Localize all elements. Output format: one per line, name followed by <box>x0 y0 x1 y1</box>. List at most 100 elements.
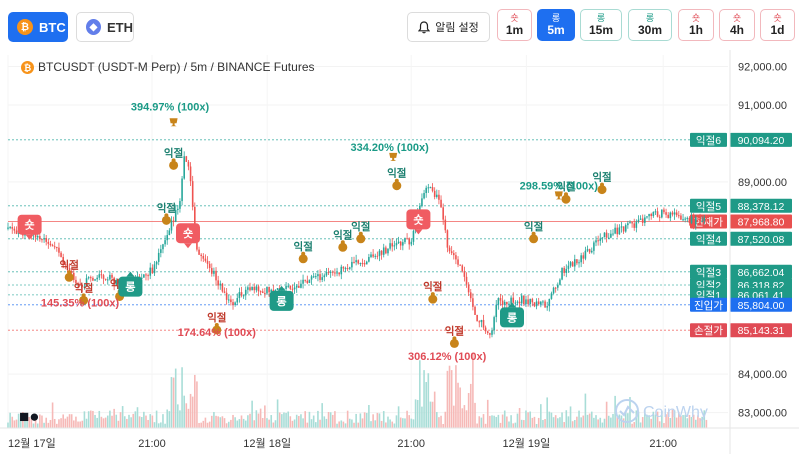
volume-bar <box>306 422 309 428</box>
coin-eth-button[interactable]: ◆ ETH <box>76 12 134 42</box>
candle-body <box>115 280 118 285</box>
volume-bar <box>234 417 236 428</box>
volume-bar <box>85 418 88 428</box>
volume-bar <box>334 411 336 428</box>
timeframe-4h-button[interactable]: 숏 4h <box>719 9 755 41</box>
volume-bar <box>489 415 491 428</box>
candle-body <box>573 259 576 267</box>
candle-body <box>467 284 470 293</box>
volume-bar <box>501 414 504 428</box>
volume-bar <box>155 410 158 428</box>
volume-bar <box>559 417 561 428</box>
volume-bar <box>26 415 28 428</box>
volume-bar <box>603 418 606 428</box>
volume-bar <box>92 410 94 428</box>
level-lines: 익절6 90,094.20 익절5 88,378.12 현재가 87,968.80 익절4 8… <box>8 132 792 338</box>
volume-bar <box>478 416 481 428</box>
candle-body <box>433 190 436 197</box>
volume-bar <box>7 422 9 428</box>
volume-bar <box>675 417 678 428</box>
candle-body <box>618 227 621 235</box>
volume-bar <box>484 423 487 428</box>
volume-bar <box>688 414 691 428</box>
candle-body <box>535 301 538 307</box>
volume-bar <box>514 422 517 428</box>
timeframe-5m-button[interactable]: 롱 5m <box>537 9 575 41</box>
candles <box>7 151 708 339</box>
volume-bar <box>631 423 633 428</box>
volume-bar <box>208 421 211 428</box>
volume-bar <box>652 411 655 428</box>
level-label: 손절가 <box>694 324 723 337</box>
coinwhy-logo-icon <box>619 405 635 417</box>
volume-bar <box>393 423 396 428</box>
level-tag <box>690 198 727 213</box>
volume-bar <box>554 415 557 428</box>
candle-body <box>503 301 506 305</box>
candle-body <box>654 211 657 213</box>
volume-bar <box>637 411 640 428</box>
candle-body <box>603 232 606 238</box>
candle-body <box>181 178 183 202</box>
take-profit-label: 익절 <box>445 324 464 337</box>
candle-body <box>627 223 629 226</box>
candle-body <box>444 219 447 231</box>
volume-bar <box>98 410 101 428</box>
volume-bar <box>160 422 162 428</box>
volume-bar <box>667 412 669 428</box>
candle-body <box>701 220 703 222</box>
alert-settings-button[interactable]: 알림 설정 <box>407 12 490 42</box>
candle-body <box>382 247 385 255</box>
volume-bar <box>442 423 444 428</box>
candle-body <box>378 250 381 256</box>
level-tag <box>690 132 727 147</box>
candle-body <box>523 295 525 305</box>
volume-bar <box>287 411 290 428</box>
candle-body <box>571 262 574 267</box>
volume-bar <box>571 421 574 428</box>
gain-annotation: 145.35% (100x) <box>41 297 120 309</box>
candle-body <box>421 198 423 207</box>
candle-body <box>323 275 326 278</box>
candle-body <box>633 223 636 228</box>
candle-body <box>442 207 444 220</box>
timeframe-15m-button[interactable]: 롱 15m <box>580 9 622 41</box>
coin-btc-button[interactable]: ₿ BTC <box>8 12 68 42</box>
candle-body <box>96 277 98 280</box>
volume-bar <box>215 415 217 428</box>
volume-bar <box>703 410 706 428</box>
candle-body <box>89 277 92 279</box>
volume-bar <box>219 417 222 428</box>
volume-bar <box>467 393 470 428</box>
volume-bar <box>162 414 164 428</box>
candle-body <box>191 181 194 207</box>
volume-bar <box>41 415 43 428</box>
volume-bar <box>474 402 476 428</box>
volume-bar <box>32 423 35 428</box>
candle-body <box>321 277 323 280</box>
short-signal-badge: 숏 <box>406 209 431 235</box>
candle-body <box>145 274 147 276</box>
timeframe-30m-button[interactable]: 롱 30m <box>628 9 672 41</box>
timeframe-1h-button[interactable]: 숏 1h <box>678 9 714 41</box>
volume-bar <box>126 418 128 428</box>
timeframe-1d-button[interactable]: 숏 1d <box>760 9 795 41</box>
volume-bar <box>372 414 374 428</box>
volume-bar <box>582 415 585 428</box>
candle-body <box>588 249 591 253</box>
volume-bar <box>503 410 506 428</box>
candle-body <box>66 264 69 269</box>
volume-bar <box>113 408 115 428</box>
candle-body <box>315 276 317 278</box>
candle-body <box>177 208 179 210</box>
timeframe-1m-button[interactable]: 숏 1m <box>497 9 532 41</box>
volume-bar <box>491 415 493 428</box>
candle-body <box>406 238 408 240</box>
volume-bar <box>438 417 440 428</box>
money-bag-icon <box>597 185 607 195</box>
volume-bar <box>138 416 141 428</box>
candle-body <box>404 238 406 243</box>
volume-bar <box>230 419 232 428</box>
volume-bar <box>506 416 508 428</box>
